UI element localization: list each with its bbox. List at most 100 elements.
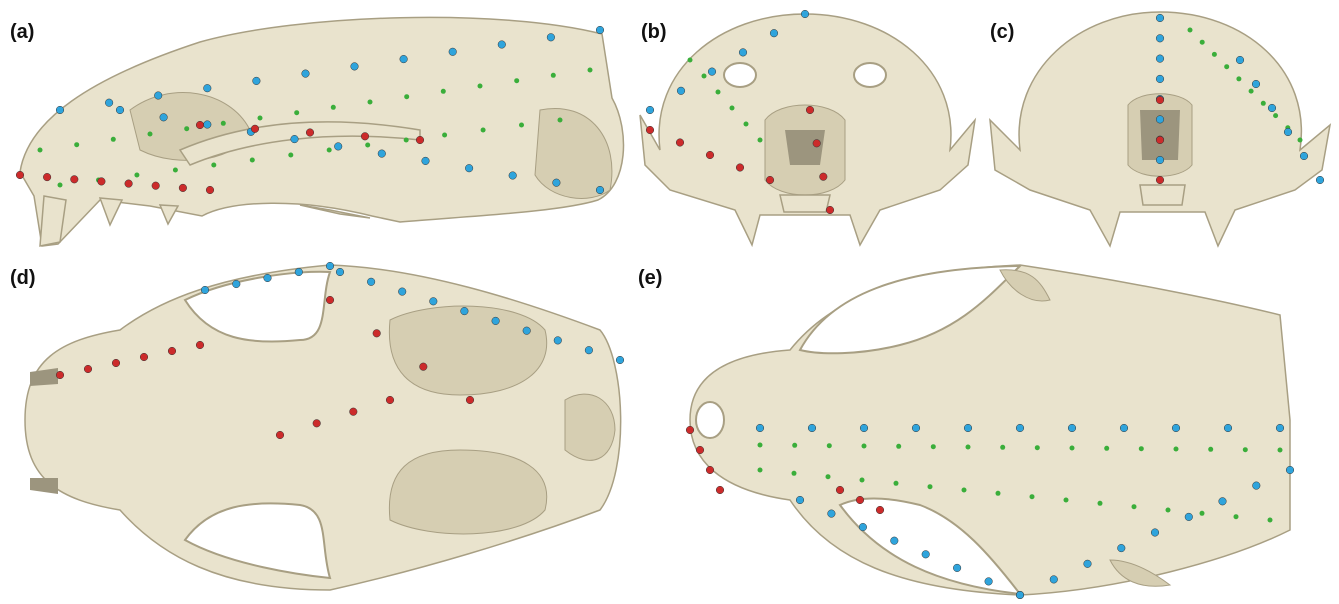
landmark	[232, 279, 241, 289]
landmark	[465, 164, 474, 173]
landmark	[37, 147, 43, 153]
landmark	[83, 364, 93, 374]
landmark	[1155, 135, 1165, 145]
landmark	[826, 443, 832, 449]
landmark	[855, 495, 865, 505]
landmark	[1155, 13, 1165, 23]
landmark	[477, 83, 483, 89]
landmark	[154, 91, 163, 100]
landmark	[557, 117, 563, 123]
landmark	[1119, 423, 1129, 433]
landmark	[757, 467, 763, 473]
panel-label: (b)	[641, 21, 667, 43]
landmark	[57, 182, 63, 188]
landmark	[312, 419, 321, 428]
landmark	[861, 443, 867, 449]
landmark	[995, 490, 1001, 496]
landmark	[290, 135, 299, 144]
landmark	[105, 98, 114, 107]
landmark	[421, 156, 430, 165]
landmark	[377, 149, 386, 158]
landmark	[1138, 446, 1144, 452]
landmark	[1260, 100, 1266, 106]
landmark	[448, 47, 457, 56]
landmark	[147, 131, 153, 137]
landmark	[1297, 137, 1303, 143]
landmark	[372, 329, 381, 338]
landmarks	[15, 9, 1325, 600]
landmark	[111, 358, 121, 368]
landmark	[685, 425, 695, 435]
landmark	[326, 147, 332, 153]
landmark	[1235, 55, 1245, 65]
landmark	[419, 362, 428, 371]
landmark	[1233, 514, 1239, 520]
landmark	[334, 142, 343, 151]
landmark	[1184, 512, 1193, 521]
landmark	[705, 465, 715, 475]
landmark	[645, 125, 655, 135]
landmark	[367, 99, 373, 105]
landmark	[211, 162, 217, 168]
landmark	[729, 105, 735, 111]
landmark	[1097, 500, 1103, 506]
landmark	[139, 352, 149, 362]
landmark	[930, 444, 936, 450]
landmark	[275, 430, 285, 440]
landmark	[151, 181, 160, 190]
landmark	[1067, 423, 1077, 433]
landmark	[1150, 528, 1160, 537]
landmark	[743, 121, 749, 127]
landmark	[1155, 54, 1165, 63]
landmark	[360, 132, 370, 141]
landmark	[805, 105, 815, 115]
landmark	[1015, 590, 1025, 600]
landmark	[550, 72, 556, 78]
landmark	[701, 73, 707, 79]
landmark	[294, 110, 300, 116]
landmark	[715, 89, 721, 95]
landmark	[1173, 446, 1179, 452]
landmark	[429, 297, 438, 306]
landmark	[1208, 446, 1214, 452]
landmark	[350, 62, 359, 71]
landmark	[769, 29, 779, 38]
landmark	[1104, 445, 1110, 451]
landmark	[385, 395, 395, 405]
landmark	[961, 487, 967, 493]
landmark	[55, 370, 65, 380]
landmark	[465, 395, 475, 405]
landmark	[519, 122, 524, 128]
landmark	[288, 152, 294, 158]
landmark	[595, 25, 605, 35]
landmark	[812, 139, 821, 148]
landmark	[1267, 517, 1273, 523]
landmark	[615, 355, 625, 365]
skull-occipital	[989, 11, 1332, 248]
landmark	[522, 326, 531, 335]
landmark	[249, 157, 255, 163]
landmark	[595, 185, 605, 195]
landmark	[735, 163, 745, 172]
landmark	[795, 495, 805, 505]
landmark	[1242, 447, 1248, 453]
landmark	[1117, 544, 1126, 553]
landmark	[875, 505, 885, 515]
landmark	[1273, 113, 1279, 119]
landmark	[963, 423, 973, 433]
landmark	[1299, 151, 1309, 161]
landmark	[1277, 447, 1283, 453]
landmark	[687, 57, 693, 63]
landmark	[415, 135, 425, 145]
landmark	[335, 267, 345, 277]
landmark	[305, 128, 315, 137]
landmark	[508, 171, 517, 180]
landmark	[365, 142, 371, 148]
panel-label: (a)	[10, 21, 34, 43]
landmark	[70, 175, 79, 184]
landmark	[1165, 507, 1171, 513]
panel-label: (c)	[990, 21, 1014, 43]
skull-frontal	[639, 13, 977, 248]
landmark	[172, 167, 178, 173]
landmark	[1049, 575, 1058, 584]
